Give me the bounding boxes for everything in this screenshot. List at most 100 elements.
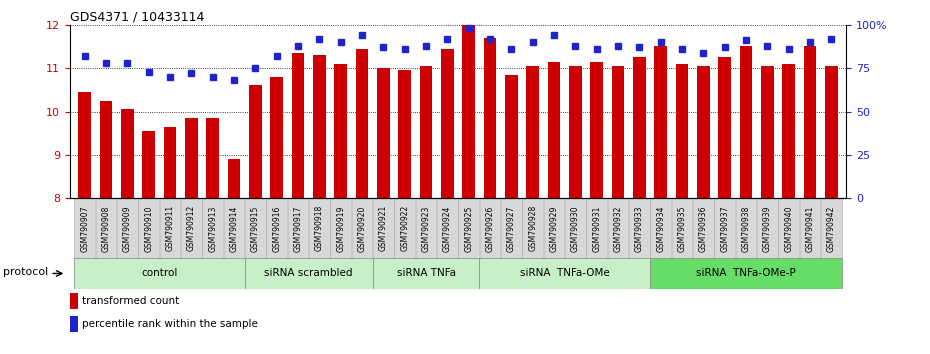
Bar — [804, 46, 817, 198]
FancyBboxPatch shape — [479, 258, 650, 289]
Bar — [249, 85, 261, 198]
Bar — [185, 118, 198, 198]
Text: GSM790931: GSM790931 — [592, 205, 601, 252]
FancyBboxPatch shape — [74, 199, 95, 258]
Bar — [355, 48, 368, 198]
Text: GSM790923: GSM790923 — [421, 205, 431, 252]
FancyBboxPatch shape — [629, 199, 650, 258]
Text: GSM790918: GSM790918 — [315, 205, 324, 251]
FancyBboxPatch shape — [373, 258, 479, 289]
Bar — [484, 38, 497, 198]
FancyBboxPatch shape — [523, 199, 543, 258]
Bar — [121, 109, 134, 198]
Bar — [419, 66, 432, 198]
Bar — [313, 55, 326, 198]
FancyBboxPatch shape — [693, 199, 714, 258]
Text: percentile rank within the sample: percentile rank within the sample — [82, 319, 258, 330]
FancyBboxPatch shape — [736, 199, 756, 258]
Text: siRNA TNFa: siRNA TNFa — [396, 268, 456, 279]
FancyBboxPatch shape — [74, 258, 245, 289]
FancyBboxPatch shape — [416, 199, 436, 258]
Text: GSM790922: GSM790922 — [400, 205, 409, 251]
Text: GSM790932: GSM790932 — [614, 205, 622, 252]
Text: siRNA scrambled: siRNA scrambled — [264, 268, 353, 279]
FancyBboxPatch shape — [266, 199, 287, 258]
FancyBboxPatch shape — [671, 199, 693, 258]
Bar — [441, 48, 454, 198]
Text: GSM790909: GSM790909 — [123, 205, 132, 252]
Bar — [505, 75, 518, 198]
FancyBboxPatch shape — [458, 199, 479, 258]
FancyBboxPatch shape — [565, 199, 586, 258]
Text: GSM790936: GSM790936 — [698, 205, 708, 252]
Text: GSM790920: GSM790920 — [357, 205, 366, 252]
Bar — [591, 62, 603, 198]
Bar — [825, 66, 838, 198]
FancyBboxPatch shape — [650, 199, 671, 258]
Bar — [292, 53, 304, 198]
Bar — [100, 101, 113, 198]
Text: GSM790913: GSM790913 — [208, 205, 218, 252]
FancyBboxPatch shape — [586, 199, 607, 258]
FancyBboxPatch shape — [714, 199, 735, 258]
FancyBboxPatch shape — [821, 199, 842, 258]
Text: protocol: protocol — [4, 267, 48, 277]
Text: GSM790912: GSM790912 — [187, 205, 196, 251]
Text: GSM790908: GSM790908 — [101, 205, 111, 252]
Text: GSM790942: GSM790942 — [827, 205, 836, 252]
FancyBboxPatch shape — [245, 199, 266, 258]
Text: GSM790926: GSM790926 — [485, 205, 495, 252]
Text: control: control — [141, 268, 178, 279]
FancyBboxPatch shape — [352, 199, 373, 258]
Text: GSM790928: GSM790928 — [528, 205, 538, 251]
Text: siRNA  TNFa-OMe: siRNA TNFa-OMe — [520, 268, 609, 279]
FancyBboxPatch shape — [501, 199, 522, 258]
Bar — [633, 57, 645, 198]
Text: GSM790929: GSM790929 — [550, 205, 559, 252]
FancyBboxPatch shape — [287, 199, 309, 258]
FancyBboxPatch shape — [309, 199, 330, 258]
Bar — [70, 316, 77, 332]
Text: GSM790921: GSM790921 — [379, 205, 388, 251]
Text: GSM790916: GSM790916 — [272, 205, 281, 252]
Text: GSM790907: GSM790907 — [80, 205, 89, 252]
Text: GSM790911: GSM790911 — [166, 205, 175, 251]
Text: GDS4371 / 10433114: GDS4371 / 10433114 — [70, 11, 204, 24]
Text: GSM790917: GSM790917 — [294, 205, 302, 252]
FancyBboxPatch shape — [778, 199, 799, 258]
Text: GSM790937: GSM790937 — [720, 205, 729, 252]
FancyBboxPatch shape — [181, 199, 202, 258]
FancyBboxPatch shape — [117, 199, 138, 258]
FancyBboxPatch shape — [800, 199, 820, 258]
FancyBboxPatch shape — [245, 258, 373, 289]
Text: GSM790935: GSM790935 — [678, 205, 686, 252]
Text: GSM790938: GSM790938 — [741, 205, 751, 252]
Text: GSM790939: GSM790939 — [763, 205, 772, 252]
Bar — [761, 66, 774, 198]
Text: GSM790940: GSM790940 — [784, 205, 793, 252]
Bar — [78, 92, 91, 198]
Text: GSM790934: GSM790934 — [657, 205, 665, 252]
FancyBboxPatch shape — [373, 199, 393, 258]
Bar — [462, 25, 475, 198]
Text: GSM790919: GSM790919 — [336, 205, 345, 252]
Text: GSM790915: GSM790915 — [251, 205, 259, 252]
Bar — [228, 159, 241, 198]
Bar — [142, 131, 155, 198]
FancyBboxPatch shape — [757, 199, 777, 258]
Text: transformed count: transformed count — [82, 296, 179, 307]
Text: GSM790914: GSM790914 — [230, 205, 238, 252]
FancyBboxPatch shape — [160, 199, 180, 258]
Text: GSM790924: GSM790924 — [443, 205, 452, 252]
FancyBboxPatch shape — [480, 199, 500, 258]
Bar — [206, 118, 219, 198]
Bar — [70, 293, 77, 309]
Bar — [526, 66, 539, 198]
FancyBboxPatch shape — [223, 199, 245, 258]
Text: GSM790933: GSM790933 — [635, 205, 644, 252]
FancyBboxPatch shape — [543, 199, 565, 258]
Bar — [377, 68, 390, 198]
Bar — [739, 46, 752, 198]
Text: GSM790930: GSM790930 — [571, 205, 580, 252]
Text: GSM790927: GSM790927 — [507, 205, 516, 252]
